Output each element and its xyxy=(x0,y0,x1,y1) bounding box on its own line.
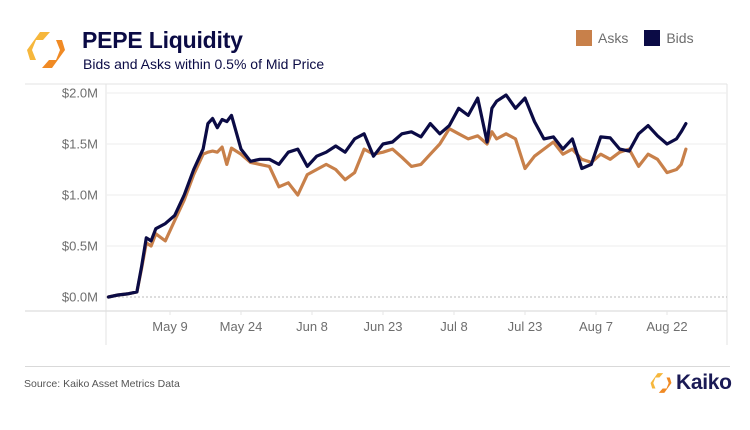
brand-name: Kaiko xyxy=(676,371,732,394)
x-tick-label: Jun 8 xyxy=(296,319,328,334)
x-tick-label: Jul 23 xyxy=(508,319,543,334)
legend: Asks Bids xyxy=(576,30,710,46)
y-tick-label: $0.5M xyxy=(62,239,98,254)
x-tick-label: Aug 22 xyxy=(646,319,687,334)
chart-frame xyxy=(25,83,728,345)
footer-divider xyxy=(25,366,730,367)
kaiko-logo-icon xyxy=(27,32,65,68)
logo-left-shape xyxy=(27,32,50,60)
y-tick-label: $0.0M xyxy=(62,290,98,305)
series-line-bids xyxy=(106,93,688,299)
brand-icon-right xyxy=(658,377,672,393)
x-tick-label: May 9 xyxy=(152,319,187,334)
brand-icon-left xyxy=(650,373,664,389)
legend-label-asks: Asks xyxy=(598,30,629,46)
x-tick-label: Aug 7 xyxy=(579,319,613,334)
legend-item-asks[interactable]: Asks xyxy=(576,30,628,46)
legend-label-bids: Bids xyxy=(666,30,694,46)
gridlines xyxy=(106,92,727,298)
series-line-asks xyxy=(106,127,688,299)
x-tick-label: May 24 xyxy=(220,319,263,334)
y-tick-label: $2.0M xyxy=(62,86,98,101)
logo-right-shape xyxy=(42,40,65,68)
legend-swatch-asks xyxy=(576,30,592,46)
x-axis-ticks: May 9 May 24 Jun 8 Jun 23 Jul 8 Jul 23 Aug 7 Au… xyxy=(152,311,688,334)
y-tick-label: $1.0M xyxy=(62,188,98,203)
series-lines xyxy=(106,93,688,299)
chart-title: PEPE Liquidity xyxy=(82,27,243,53)
y-tick-label: $1.5M xyxy=(62,137,98,152)
kaiko-brand-icon xyxy=(650,373,672,393)
x-tick-label: Jul 8 xyxy=(440,319,467,334)
legend-swatch-bids xyxy=(644,30,661,46)
legend-item-bids[interactable]: Bids xyxy=(644,30,694,46)
y-axis-ticks: $0.0M $0.5M $1.0M $1.5M $2.0M xyxy=(62,86,98,305)
x-tick-label: Jun 23 xyxy=(363,319,402,334)
source-note: Source: Kaiko Asset Metrics Data xyxy=(24,378,180,390)
chart-subtitle: Bids and Asks within 0.5% of Mid Price xyxy=(83,56,325,72)
line-chart: $0.0M $0.5M $1.0M $1.5M $2.0M May 9 May 24 Jun… xyxy=(25,83,728,345)
brand-logo: Kaiko xyxy=(650,371,732,395)
